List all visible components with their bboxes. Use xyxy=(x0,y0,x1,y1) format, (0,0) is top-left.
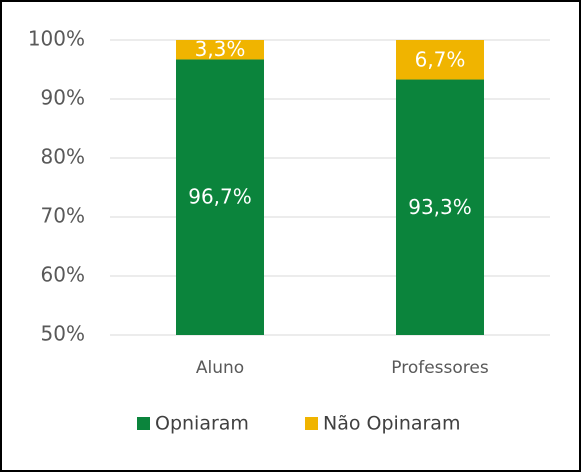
y-tick-label: 80% xyxy=(41,145,85,169)
data-label: 93,3% xyxy=(408,195,472,219)
y-tick-label: 60% xyxy=(41,263,85,287)
y-tick-label: 100% xyxy=(28,27,85,51)
x-tick-label: Professores xyxy=(391,358,489,378)
bar-segment xyxy=(176,59,264,335)
y-tick-label: 90% xyxy=(41,86,85,110)
data-label: 6,7% xyxy=(415,47,466,71)
x-tick-label: Aluno xyxy=(196,358,244,378)
bar-segment xyxy=(396,79,484,335)
legend-label: Opniaram xyxy=(155,413,249,435)
legend-swatch xyxy=(305,417,318,430)
bar-segment xyxy=(176,40,264,60)
bar-segment xyxy=(396,40,484,80)
legend-label: Não Opinaram xyxy=(323,413,460,435)
data-label: 96,7% xyxy=(188,185,252,209)
y-tick-label: 70% xyxy=(41,204,85,228)
data-label: 3,3% xyxy=(195,37,246,61)
y-tick-label: 50% xyxy=(41,322,85,346)
legend-swatch xyxy=(137,417,150,430)
